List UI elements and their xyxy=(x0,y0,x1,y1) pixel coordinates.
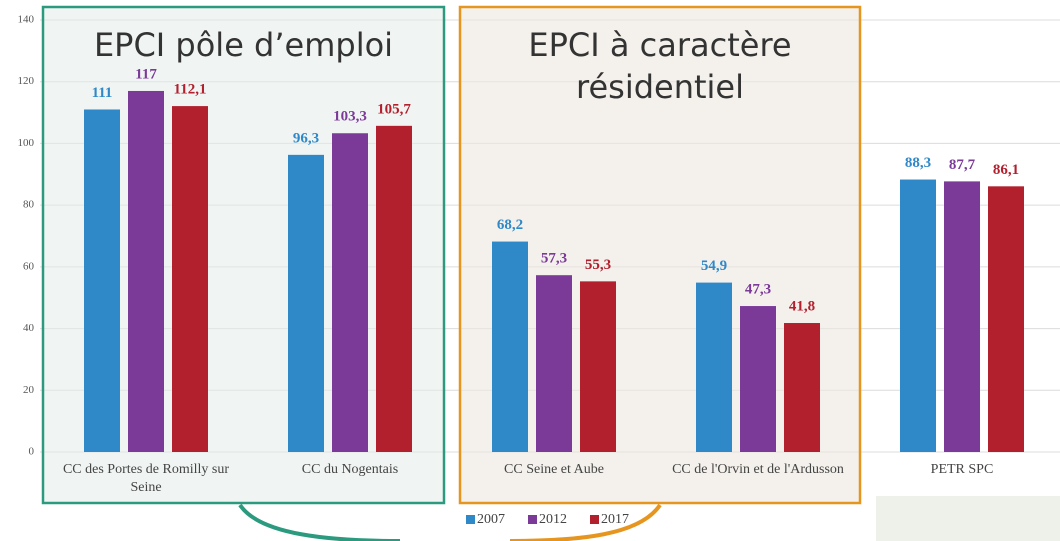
x-tick-label: CC des Portes de Romilly sur Seine xyxy=(62,462,230,495)
value-label: 55,3 xyxy=(585,257,611,273)
bar xyxy=(784,323,820,452)
bar xyxy=(288,154,324,453)
y-tick-label: 40 xyxy=(23,322,35,334)
bar xyxy=(988,186,1024,452)
bar xyxy=(376,125,412,452)
annotation: EPCI à caractère résidentiel xyxy=(528,26,792,106)
legend-swatch xyxy=(590,515,599,524)
value-label: 87,7 xyxy=(949,157,976,173)
connector xyxy=(238,503,401,541)
annotation: EPCI pôle d’emploi xyxy=(93,26,394,64)
bar xyxy=(492,241,528,452)
bar xyxy=(900,179,936,452)
y-tick-label: 20 xyxy=(23,384,35,396)
bar xyxy=(944,181,980,452)
bar xyxy=(332,133,368,452)
bar xyxy=(536,275,572,452)
value-label: 103,3 xyxy=(333,109,367,125)
y-tick-label: 60 xyxy=(23,260,35,272)
y-tick-label: 100 xyxy=(18,137,35,149)
bar xyxy=(128,90,164,452)
value-label: 96,3 xyxy=(293,130,319,146)
y-tick-label: 140 xyxy=(18,14,35,26)
legend-label: 2012 xyxy=(539,512,567,527)
bar xyxy=(740,306,776,452)
x-tick-label: PETR SPC xyxy=(930,462,994,477)
legend-label: 2017 xyxy=(601,512,629,527)
x-tick-label: CC du Nogentais xyxy=(301,462,399,477)
legend-label: 2007 xyxy=(477,512,505,527)
value-label: 112,1 xyxy=(174,82,207,98)
bar xyxy=(696,282,732,452)
y-tick-label: 80 xyxy=(23,199,35,211)
value-label: 41,8 xyxy=(789,298,815,314)
value-label: 57,3 xyxy=(541,251,567,267)
legend-swatch xyxy=(466,515,475,524)
value-label: 88,3 xyxy=(905,155,931,171)
value-label: 105,7 xyxy=(377,101,411,117)
value-label: 54,9 xyxy=(701,258,727,274)
y-tick-label: 120 xyxy=(18,75,35,87)
legend-swatch xyxy=(528,515,537,524)
map-corner xyxy=(876,496,1060,541)
bar xyxy=(172,106,208,452)
value-label: 68,2 xyxy=(497,217,523,233)
x-tick-label: CC de l'Orvin et de l'Ardusson xyxy=(672,462,844,477)
value-label: 111 xyxy=(92,85,113,101)
value-label: 86,1 xyxy=(993,162,1019,178)
y-tick-label: 0 xyxy=(29,446,35,458)
x-tick-label: CC Seine et Aube xyxy=(504,462,604,477)
bar xyxy=(84,109,120,452)
bar xyxy=(580,281,616,452)
value-label: 47,3 xyxy=(745,281,771,297)
value-label: 117 xyxy=(135,66,157,82)
